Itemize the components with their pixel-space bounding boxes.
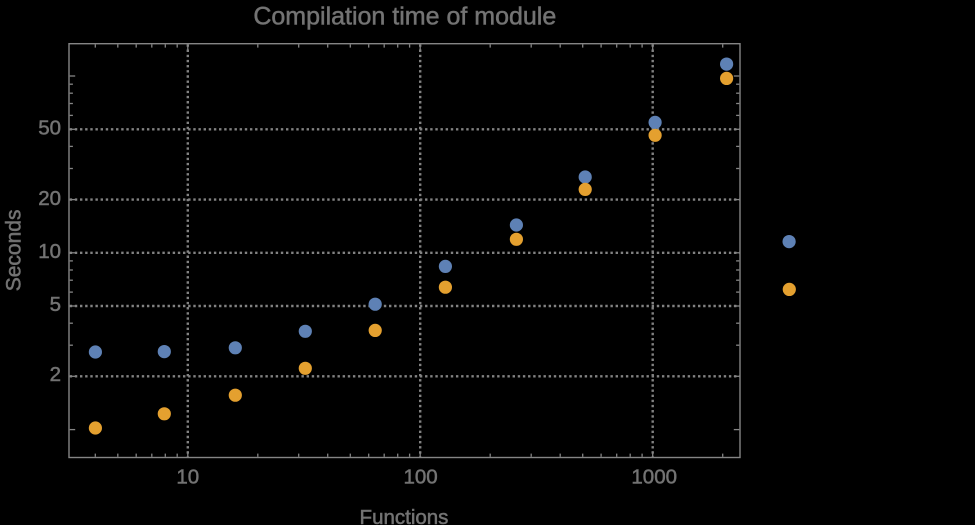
svg-text:Compilation time of module: Compilation time of module [253,3,556,31]
svg-text:10: 10 [38,240,61,263]
svg-text:2: 2 [50,363,61,386]
svg-text:1000: 1000 [631,465,677,488]
svg-text:5: 5 [50,293,61,316]
svg-text:20: 20 [38,187,61,210]
svg-text:100: 100 [403,465,437,488]
svg-text:Seconds: Seconds [3,210,26,292]
svg-text:10: 10 [176,465,199,488]
svg-text:50: 50 [38,117,61,140]
svg-text:Functions: Functions [360,506,449,525]
